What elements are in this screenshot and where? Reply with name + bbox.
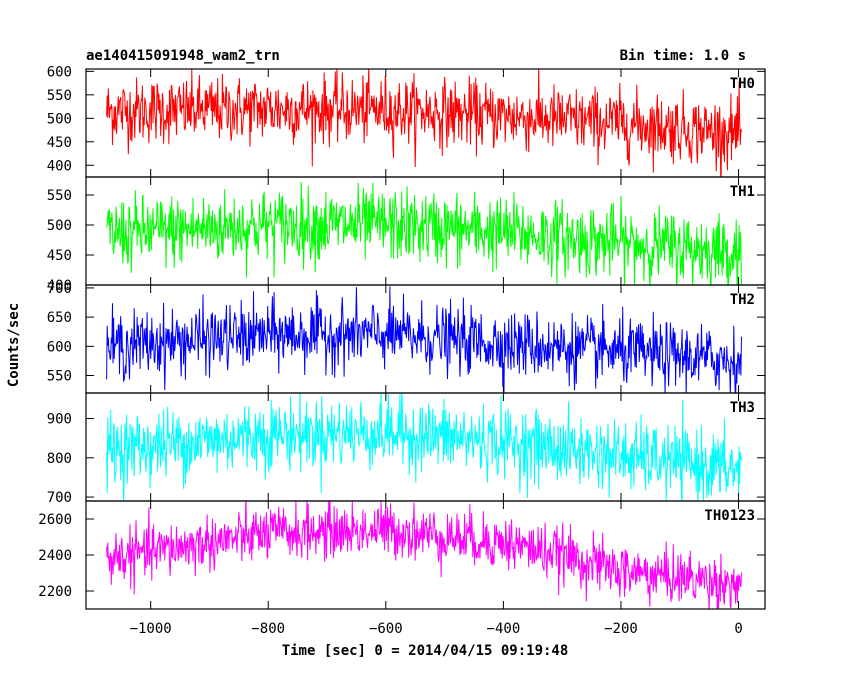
y-tick-label: 600 [47, 64, 72, 80]
y-tick-label: 450 [47, 135, 72, 151]
y-axis-label: Counts/sec [6, 303, 22, 387]
y-tick-label: 900 [47, 412, 72, 428]
y-tick-label: 2400 [38, 548, 72, 564]
bin-time-label: Bin time: 1.0 s [620, 48, 746, 64]
series-th3 [106, 393, 742, 501]
y-tick-label: 800 [47, 451, 72, 467]
y-tick-label: 400 [47, 158, 72, 174]
y-tick-label: 400 [47, 278, 72, 294]
y-tick-label: 450 [47, 248, 72, 264]
y-tick-label: 500 [47, 218, 72, 234]
x-tick-label: −1000 [130, 621, 172, 637]
x-tick-label: −800 [251, 621, 285, 637]
panel-label-th0: TH0 [730, 76, 755, 92]
y-tick-label: 600 [47, 339, 72, 355]
y-tick-label: 700 [47, 281, 72, 297]
y-tick-label: 550 [47, 188, 72, 204]
y-tick-label: 550 [47, 88, 72, 104]
series-th0123 [106, 501, 742, 609]
y-tick-label: 550 [47, 368, 72, 384]
y-tick-label: 2600 [38, 512, 72, 528]
chart-title: ae140415091948_wam2_trn [86, 48, 280, 64]
x-tick-label: −600 [369, 621, 403, 637]
y-tick-label: 500 [47, 111, 72, 127]
y-tick-label: 700 [47, 490, 72, 506]
series-th1 [106, 181, 742, 285]
x-axis-label: Time [sec] 0 = 2014/04/15 09:19:48 [282, 643, 569, 659]
x-tick-label: −200 [604, 621, 638, 637]
panel-label-th1: TH1 [730, 184, 755, 200]
y-tick-label: 650 [47, 310, 72, 326]
x-tick-label: 0 [734, 621, 742, 637]
panel-label-th2: TH2 [730, 292, 755, 308]
panel-label-th3: TH3 [730, 400, 755, 416]
series-th2 [106, 286, 742, 393]
panel-label-th0123: TH0123 [704, 508, 755, 524]
series-th0 [106, 69, 742, 177]
panels: 400 450 500 550 600 TH0 400 450 500 550 TH1 550 600 6… [38, 64, 766, 637]
y-tick-label: 2200 [38, 584, 72, 600]
x-tick-label: −400 [487, 621, 521, 637]
